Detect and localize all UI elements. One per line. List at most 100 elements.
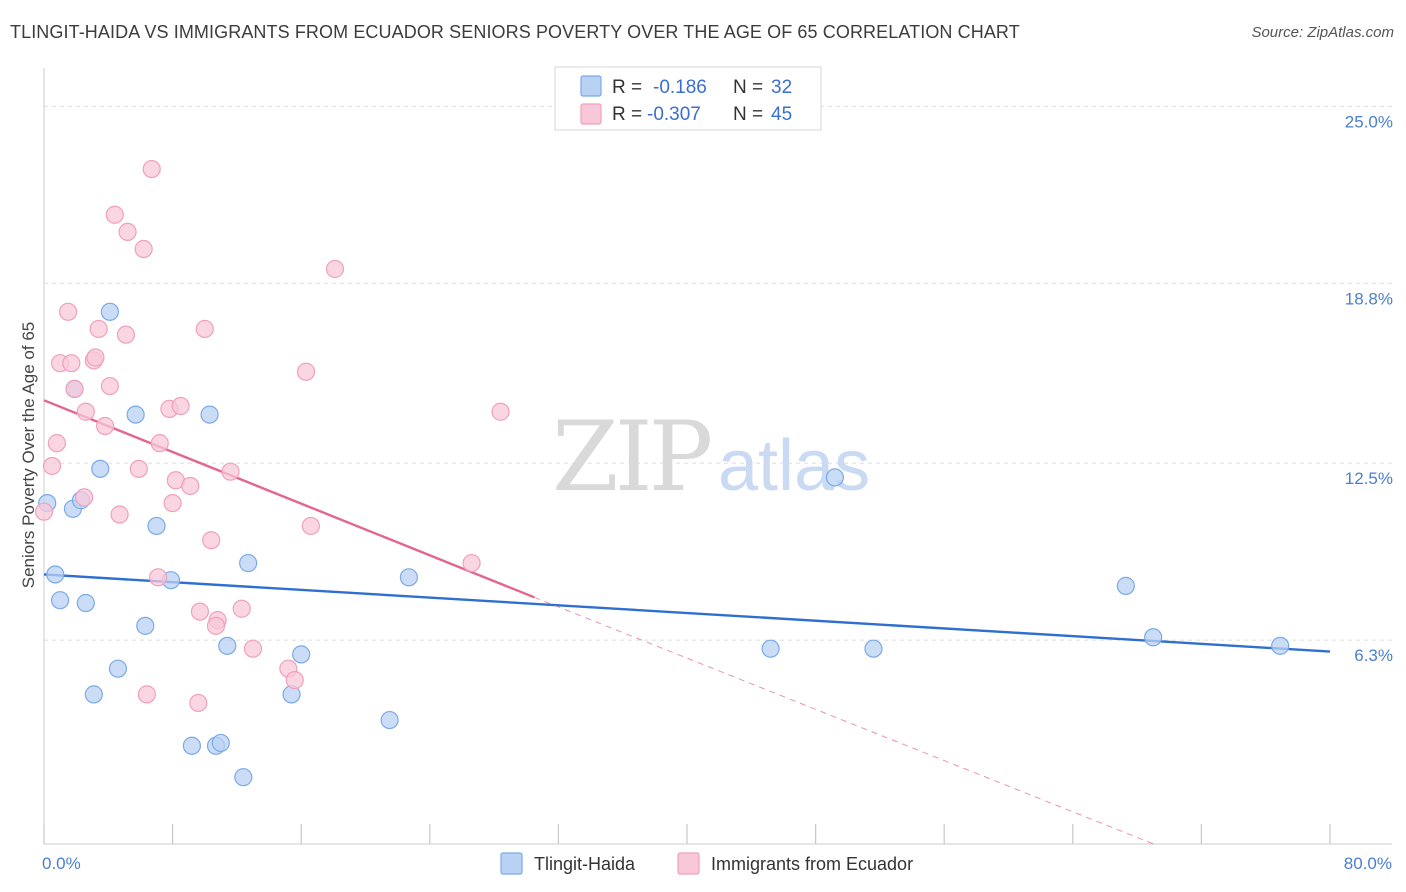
tlingit-haida-point (200, 405, 219, 424)
ecuador-point (206, 616, 226, 635)
tlingit-haida-point (136, 616, 155, 635)
tlingit-haida-point (864, 639, 883, 658)
y-tick-label: 25.0% (1345, 112, 1393, 131)
tlingit-haida-point (1271, 636, 1290, 655)
y-tick-label: 12.5% (1345, 469, 1393, 488)
ecuador-point (232, 599, 251, 618)
ecuador-point (65, 379, 84, 399)
ecuador-point (301, 516, 320, 536)
y-tick-label: 18.8% (1345, 289, 1393, 308)
ecuador-point (190, 602, 210, 621)
ecuador-point (195, 319, 214, 339)
legend-r-label-1: R = (612, 77, 642, 98)
legend-n-label-1: N = (733, 77, 763, 98)
ecuador-point (163, 493, 182, 513)
ecuador-point (42, 456, 62, 476)
tlingit-haida-point (147, 516, 166, 536)
ecuador-point (189, 693, 208, 713)
tlingit-haida-point (50, 591, 70, 610)
ecuador-point (285, 671, 304, 690)
ecuador-point (221, 462, 240, 481)
ecuador-point (181, 476, 200, 496)
tlingit-haida-point (126, 405, 145, 424)
legend-swatch-tlingit (580, 75, 602, 97)
y-tick-labels: 6.3% 12.5% 18.8% 25.0% (1345, 112, 1393, 665)
ecuador-point (134, 239, 153, 259)
tlingit-haida-point (380, 710, 399, 730)
ecuador-point (105, 205, 124, 224)
legend-r-label-2: R = (612, 104, 642, 125)
data-points (34, 159, 1290, 787)
ecuador-point (59, 302, 78, 321)
legend-n-value-2: 45 (771, 104, 792, 125)
tlingit-haida-point (91, 459, 110, 478)
stats-legend: R = -0.186 N = 32 R = -0.307 N = 45 (554, 66, 822, 131)
series-legend: Tlingit-Haida Immigrants from Ecuador (500, 852, 913, 875)
legend-r-value-2: -0.307 (647, 104, 701, 125)
series-legend-label-tlingit: Tlingit-Haida (534, 854, 636, 874)
axes (43, 68, 1392, 845)
series-legend-swatch-ecuador (677, 852, 700, 875)
legend-n-value-1: 32 (771, 77, 792, 98)
ecuador-point (75, 488, 94, 507)
grid-lines (44, 105, 1392, 641)
ecuador-point (62, 354, 81, 373)
ecuador-point (116, 325, 136, 344)
x-tick-labels: 0.0% 80.0% (42, 854, 1392, 873)
tlingit-haida-point (234, 768, 253, 787)
ecuador-point (95, 416, 115, 436)
ecuador-point (47, 434, 66, 453)
watermark-atlas: atlas (718, 426, 870, 506)
ecuador-point (129, 459, 148, 478)
x-tick-label: 0.0% (42, 854, 81, 873)
legend-swatch-ecuador (580, 103, 602, 125)
ecuador-point (137, 685, 156, 704)
tlingit-haida-point (211, 733, 230, 753)
legend-r-value-1: -0.186 (653, 77, 707, 98)
tlingit-haida-point (76, 593, 95, 613)
ecuador-trend-extension (534, 596, 1154, 845)
tlingit-haida-point (46, 565, 65, 584)
tlingit-haida-point (1144, 628, 1163, 647)
x-tick-label: 80.0% (1344, 854, 1392, 873)
ecuador-point (325, 259, 345, 279)
ecuador-point (86, 348, 105, 367)
source-label: Source: ZipAtlas.com (1251, 24, 1394, 41)
ecuador-point (110, 505, 129, 524)
tlingit-haida-point (182, 736, 201, 755)
tlingit-haida-point (825, 468, 844, 487)
ecuador-point (462, 553, 481, 573)
tlingit-haida-point (218, 636, 237, 655)
watermark: ZIP atlas (552, 401, 870, 513)
tlingit-haida-point (100, 302, 120, 321)
tlingit-haida-point (239, 553, 258, 573)
ecuador-point (243, 639, 263, 658)
ecuador-point (34, 502, 54, 521)
watermark-zip: ZIP (552, 401, 711, 513)
tlingit-haida-point (399, 568, 419, 587)
legend-n-label-2: N = (733, 104, 763, 125)
chart-title: TLINGIT-HAIDA VS IMMIGRANTS FROM ECUADOR… (10, 22, 1020, 42)
y-axis-title: Seniors Poverty Over the Age of 65 (19, 322, 38, 588)
ecuador-point (118, 222, 137, 241)
ecuador-point (149, 568, 168, 587)
ecuador-point (491, 402, 510, 421)
ecuador-point (100, 376, 120, 396)
ecuador-point (171, 396, 190, 416)
ecuador-point (296, 362, 316, 381)
tlingit-haida-point (84, 685, 103, 704)
ecuador-point (89, 319, 108, 339)
ecuador-point (202, 531, 221, 550)
tlingit-haida-point (108, 659, 128, 678)
tlingit-haida-point (292, 645, 311, 664)
ecuador-point (142, 159, 161, 179)
ecuador-trend-line (43, 399, 535, 599)
series-legend-label-ecuador: Immigrants from Ecuador (711, 854, 913, 874)
ecuador-point (150, 434, 169, 453)
trend-lines (43, 399, 1331, 845)
tlingit-haida-point (761, 639, 780, 658)
ecuador-point (76, 402, 95, 421)
tlingit-haida-trend-line (43, 573, 1331, 653)
y-tick-label: 6.3% (1354, 646, 1393, 665)
